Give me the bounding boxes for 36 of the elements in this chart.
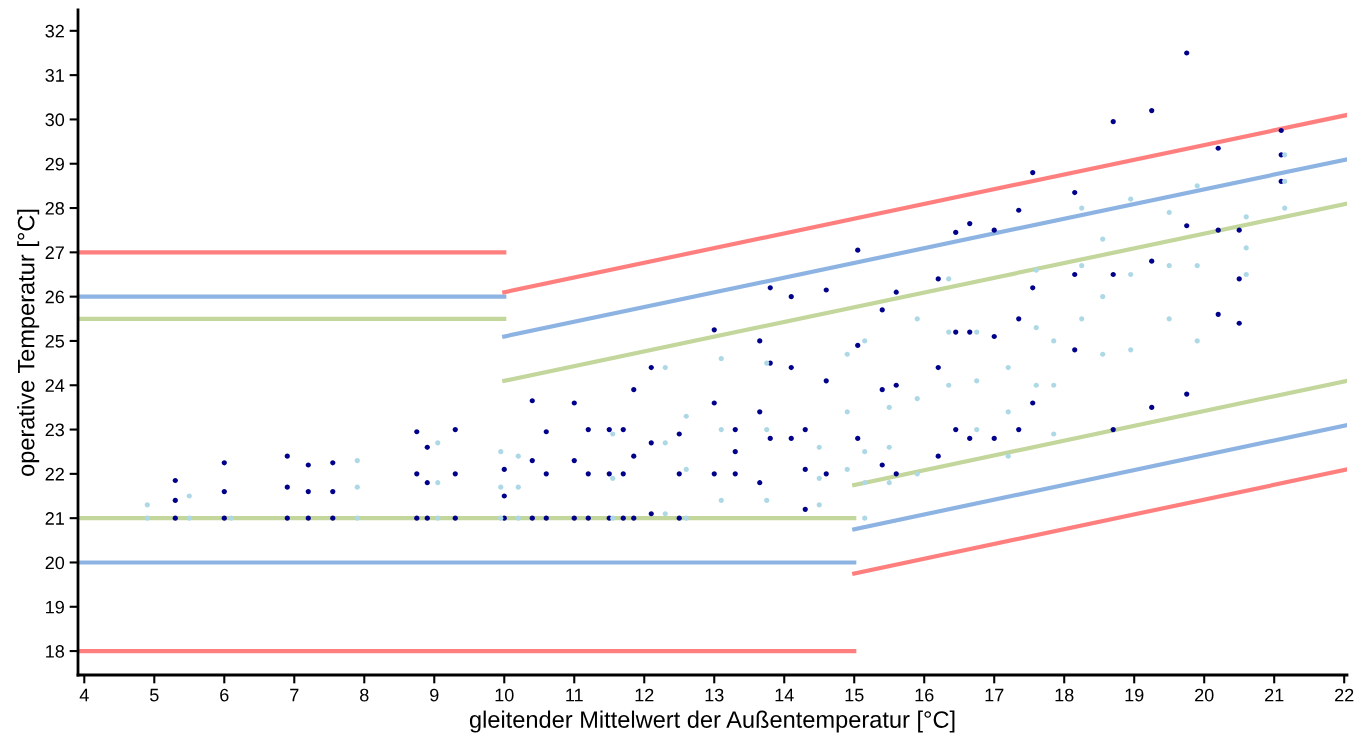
x-tick-label: 14	[775, 688, 794, 702]
x-tick-label: 13	[705, 688, 724, 702]
x-tick-label: 4	[79, 688, 89, 702]
x-tick-label: 20	[1195, 688, 1214, 702]
y-tick-label: 27	[45, 246, 64, 259]
x-tick-label: 18	[1055, 688, 1074, 702]
y-tick-label: 25	[45, 334, 65, 348]
x-tick-label: 17	[985, 688, 1004, 702]
x-tick-label: 21	[1265, 688, 1284, 702]
y-tick-label: 24	[45, 379, 65, 392]
y-tick-label: 18	[46, 645, 65, 658]
y-tick-label: 19	[46, 600, 64, 614]
x-tick-label: 16	[915, 688, 934, 702]
x-tick-label: 10	[495, 688, 514, 702]
y-tick-label: 28	[45, 201, 65, 215]
x-tick-label: 15	[845, 688, 864, 702]
y-axis-title: operative Temperatur [°C]	[17, 209, 40, 476]
x-tick-label: 7	[290, 688, 299, 702]
x-tick-label: 19	[1125, 688, 1144, 702]
y-tick-label: 32	[45, 24, 64, 38]
y-tick-label: 31	[45, 69, 64, 82]
y-tick-label: 23	[45, 423, 65, 437]
x-tick-label: 8	[360, 688, 369, 702]
y-tick-label: 29	[45, 157, 64, 171]
x-tick-label: 6	[220, 688, 229, 702]
y-tick-label: 21	[45, 512, 64, 525]
x-tick-label: 11	[566, 688, 583, 702]
y-tick-label: 20	[45, 556, 65, 570]
y-tick-label: 22	[45, 467, 64, 481]
x-tick-label: 12	[635, 688, 654, 702]
y-tick-label: 26	[45, 290, 65, 304]
x-axis-title: gleitender Mittelwert der Außentemperatur [°C]	[469, 710, 955, 733]
x-tick-label: 9	[430, 688, 439, 702]
y-tick-label: 30	[45, 113, 65, 127]
x-tick-label: 22	[1335, 688, 1354, 702]
x-tick-label: 5	[150, 688, 159, 702]
